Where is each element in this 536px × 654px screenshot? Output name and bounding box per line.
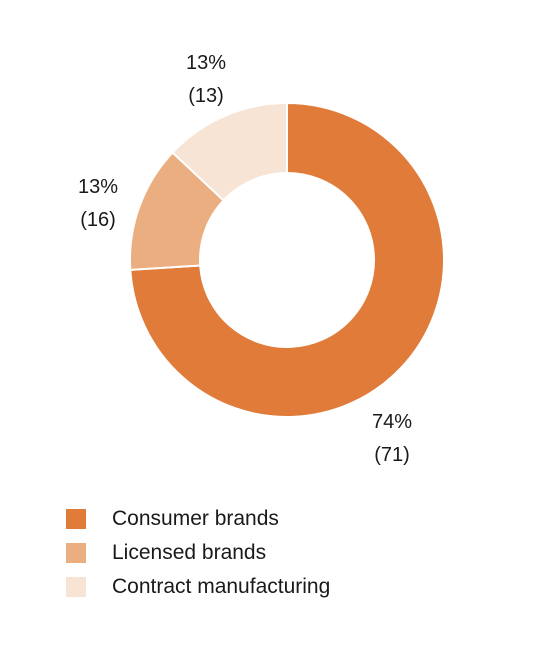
legend-label-licensed-brands: Licensed brands [112,541,267,564]
legend: Consumer brands Licensed brands Contract… [66,502,330,604]
slice-label-consumer-brands-count: (71) [374,444,410,466]
legend-swatch-licensed-brands [66,543,86,563]
donut-slice-consumer-brands [129,101,445,418]
donut-chart: 74% (71) 13% (16) 13% (13) [78,52,445,466]
donut-slices [129,101,445,418]
donut-slice-contract-manufacturing [171,101,288,202]
legend-item-consumer-brands: Consumer brands [66,502,330,536]
slice-label-consumer-brands-percent: 74% [372,411,412,433]
legend-item-licensed-brands: Licensed brands [66,536,330,570]
legend-item-contract-manufacturing: Contract manufacturing [66,570,330,604]
legend-swatch-consumer-brands [66,509,86,529]
slice-label-contract-manufacturing-count: (13) [188,85,224,107]
slice-label-contract-manufacturing-percent: 13% [186,52,226,74]
legend-label-contract-manufacturing: Contract manufacturing [112,575,331,598]
slice-label-licensed-brands-count: (16) [80,209,116,231]
legend-label-consumer-brands: Consumer brands [112,507,279,530]
legend-swatch-contract-manufacturing [66,577,86,597]
slice-label-licensed-brands-percent: 13% [78,176,118,198]
